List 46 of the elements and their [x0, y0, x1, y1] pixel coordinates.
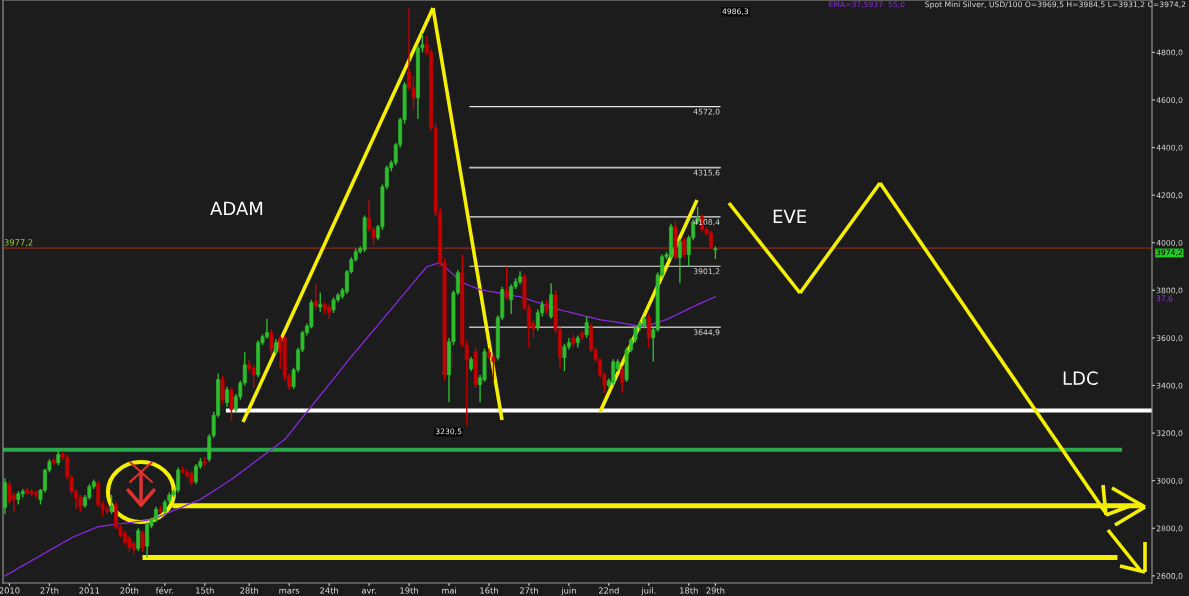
candlestick — [677, 238, 682, 284]
annotation: ADAM — [210, 201, 263, 215]
candlestick — [220, 375, 225, 406]
x-tick-label: 27th — [519, 587, 538, 594]
candlestick — [509, 283, 514, 315]
x-tick-label: 20th — [120, 587, 139, 594]
candlestick — [646, 313, 651, 349]
x-tick-label: 24th — [320, 587, 338, 594]
candlestick — [535, 308, 540, 332]
x-tick-label: 2011 — [79, 587, 100, 594]
candlestick — [96, 479, 101, 508]
candlestick — [491, 352, 496, 382]
x-tick-label: 28th — [240, 587, 259, 594]
candlestick — [682, 237, 687, 258]
x-tick-label: févr. — [155, 586, 174, 594]
candlestick — [504, 265, 509, 301]
x-tick-label: 16th — [480, 587, 498, 594]
x-tick-label: 2010 — [0, 587, 20, 594]
x-tick-label: mai — [441, 587, 456, 594]
candlestick — [584, 315, 589, 339]
x-tick-label: 15th — [196, 587, 214, 594]
x-tick-label: avr. — [361, 588, 376, 594]
ref-line-label: 3977,2 — [4, 239, 33, 247]
x-tick-label: 22nd — [598, 587, 619, 594]
text: EVE — [773, 209, 807, 223]
candlestick — [251, 363, 256, 389]
x-tick-label: juil. — [641, 587, 656, 596]
x-tick-label: 29th — [706, 587, 725, 594]
candlestick — [318, 291, 323, 313]
candlestick — [269, 328, 274, 356]
candlestick — [611, 358, 616, 387]
candlestick — [145, 521, 150, 559]
candlestick — [549, 282, 554, 320]
candlestick — [225, 385, 229, 408]
candlestick — [136, 527, 141, 552]
x-tick-label: 27th — [40, 587, 59, 594]
x-tick-label: mars — [279, 588, 300, 594]
candlestick — [140, 529, 145, 553]
x-tick-label: 19th — [400, 587, 418, 594]
candlestick — [620, 365, 625, 394]
x-tick-label: 18th — [680, 587, 698, 594]
ref-line-label: LDC — [1063, 371, 1098, 385]
x-tick-label: juin — [561, 587, 576, 596]
candlestick — [109, 494, 114, 515]
candlestick — [313, 282, 318, 311]
candlestick — [229, 387, 234, 422]
